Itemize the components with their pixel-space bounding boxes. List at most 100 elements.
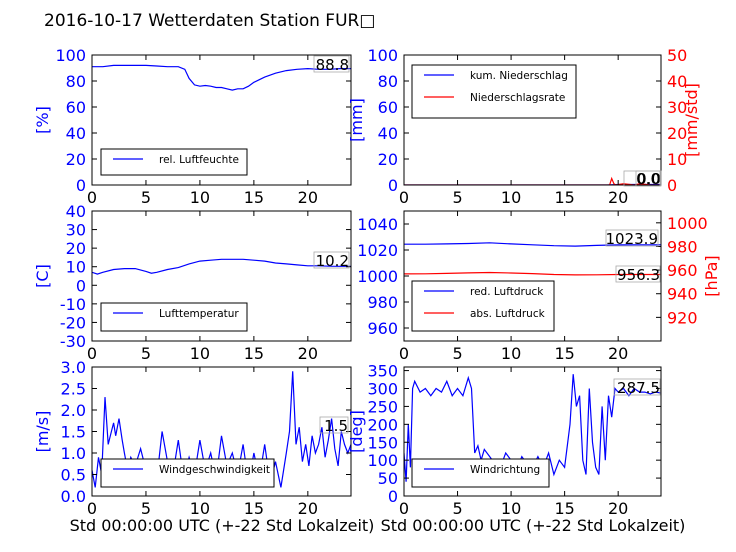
x-tick-label: 5 (141, 499, 151, 518)
x-tick-label: 5 (452, 344, 462, 363)
legend-label: Windrichtung (470, 464, 540, 476)
y-tick-label: 0 (388, 487, 398, 506)
y-tick-label: 1040 (357, 215, 398, 234)
y-tick-label: 100 (55, 46, 86, 65)
value-annotation: 1023.9 (606, 230, 659, 248)
y-right-tick-label: 920 (667, 308, 698, 327)
x-tick-label: 0 (87, 188, 97, 207)
y-tick-label: 0 (388, 176, 398, 195)
legend-label: abs. Luftdruck (470, 308, 546, 320)
y-tick-label: 20 (66, 150, 86, 169)
y-tick-label: 40 (378, 124, 398, 143)
y-tick-label: 1.0 (61, 444, 86, 463)
x-tick-label: 5 (141, 188, 151, 207)
x-tick-label: 0 (87, 344, 97, 363)
x-tick-label: 5 (452, 499, 462, 518)
y-tick-label: 50 (378, 469, 398, 488)
y-right-tick-label: 1000 (667, 214, 708, 233)
y-right-tick-label: 980 (667, 237, 698, 256)
y-axis-label: [C] (33, 264, 52, 288)
y-tick-label: 0.0 (61, 487, 86, 506)
x-tick-label: 5 (141, 344, 151, 363)
value-annotation: 1.5 (324, 417, 348, 435)
x-tick-label: 10 (190, 188, 210, 207)
y-tick-label: 0 (76, 176, 86, 195)
series-line-1 (92, 65, 351, 90)
series-line-1 (92, 259, 351, 274)
y-tick-label: 40 (66, 124, 86, 143)
legend-label: red. Luftdruck (470, 286, 544, 298)
x-tick-label: 20 (298, 188, 318, 207)
x-tick-label: 15 (554, 499, 574, 518)
subplot-3: 0 5 10 15 20-30-20-10010203040[C]Lufttempera… (33, 202, 351, 363)
y-tick-label: 1000 (357, 267, 398, 286)
y-tick-label: 100 (367, 451, 398, 470)
y-tick-label: 200 (367, 415, 398, 434)
x-axis-label-right: Std 00:00:00 UTC (+-22 Std Lokalzeit) (381, 516, 686, 535)
y-tick-label: 300 (367, 380, 398, 399)
figure: 2016-10-17 Wetterdaten Station FUR□ Std … (0, 0, 736, 552)
y-tick-label: 20 (378, 150, 398, 169)
y-tick-label: -30 (60, 332, 86, 351)
x-tick-label: 0 (87, 499, 97, 518)
x-tick-label: 20 (608, 188, 628, 207)
y-axis-label: [m/s] (33, 411, 52, 453)
x-tick-label: 15 (244, 499, 264, 518)
x-tick-label: 10 (501, 499, 521, 518)
y-axis-label: [%] (33, 106, 52, 134)
y-tick-label: 150 (367, 433, 398, 452)
subplot-5: 0 5 10 15 20 0.0 0.5 1.0 1.5 2.0 2.5 3.0 [m/s] Windge… (33, 358, 351, 518)
x-tick-label: 10 (190, 499, 210, 518)
figure-title: 2016-10-17 Wetterdaten Station FUR□ (44, 11, 375, 31)
legend-label: Niederschlagsrate (470, 92, 565, 104)
y-tick-label: 100 (367, 46, 398, 65)
x-tick-label: 15 (554, 344, 574, 363)
y-right-tick-label: 940 (667, 285, 698, 304)
x-tick-label: 20 (298, 499, 318, 518)
y-axis-label-right: [hPa] (702, 255, 721, 296)
y-tick-label: 80 (378, 72, 398, 91)
value-annotation: 287.5 (617, 379, 660, 397)
y-tick-label: -20 (60, 313, 86, 332)
y-right-tick-label: 960 (667, 261, 698, 280)
x-tick-label: 5 (452, 188, 462, 207)
y-tick-label: 1.5 (61, 423, 86, 442)
legend-label: Lufttemperatur (159, 308, 239, 320)
x-tick-label: 0 (399, 499, 409, 518)
y-axis-label: [mm] (347, 98, 366, 142)
y-tick-label: 10 (66, 258, 86, 277)
value-annotation: 956.3 (617, 266, 660, 284)
value-annotation: 10.2 (316, 252, 349, 270)
legend-label: kum. Niederschlag (470, 70, 568, 82)
y-tick-label: 0.5 (61, 466, 86, 485)
y-tick-label: 960 (367, 319, 398, 338)
x-tick-label: 15 (244, 188, 264, 207)
value-annotation: 88.8 (316, 56, 349, 74)
x-tick-label: 15 (244, 344, 264, 363)
y-tick-label: 0 (76, 276, 86, 295)
y-right-tick-label: 50 (667, 46, 687, 65)
y-tick-label: 1020 (357, 241, 398, 260)
series-line-2 (404, 179, 661, 186)
x-tick-label: 20 (608, 344, 628, 363)
subplot-6: 0 5 10 15 20050100150200250300350[deg]Windri… (347, 362, 661, 518)
x-tick-label: 10 (501, 344, 521, 363)
y-tick-label: 60 (66, 98, 86, 117)
y-axis-label-right: [mm/std] (682, 83, 701, 157)
legend-label: Windgeschwindigkeit (159, 464, 270, 476)
value-annotation: 0.0 (636, 170, 660, 188)
y-tick-label: 980 (367, 293, 398, 312)
y-tick-label: 30 (66, 221, 86, 240)
y-tick-label: 2.0 (61, 401, 86, 420)
x-tick-label: 15 (554, 188, 574, 207)
x-tick-label: 10 (190, 344, 210, 363)
y-tick-label: -10 (60, 295, 86, 314)
y-tick-label: 250 (367, 397, 398, 416)
x-tick-label: 0 (399, 344, 409, 363)
x-tick-label: 20 (298, 344, 318, 363)
x-axis-label-left: Std 00:00:00 UTC (+-22 Std Lokalzeit) (70, 516, 375, 535)
y-tick-label: 350 (367, 362, 398, 381)
y-right-tick-label: 0 (667, 176, 677, 195)
